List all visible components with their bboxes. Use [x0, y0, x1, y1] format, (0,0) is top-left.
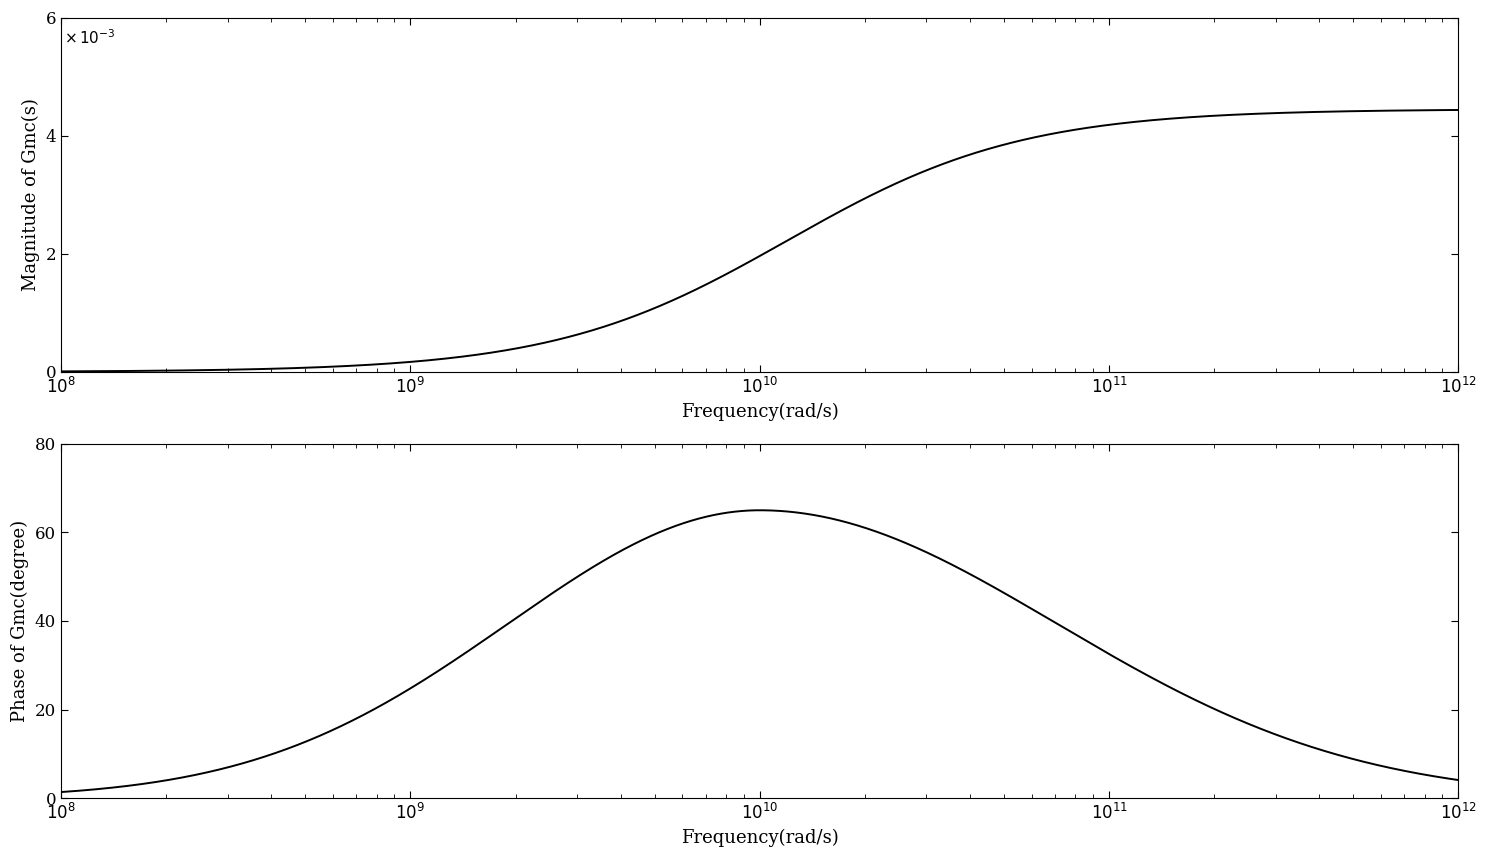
- X-axis label: Frequency(rad/s): Frequency(rad/s): [682, 829, 839, 847]
- Y-axis label: Phase of Gmc(degree): Phase of Gmc(degree): [10, 520, 30, 722]
- Text: $\times\,10^{-3}$: $\times\,10^{-3}$: [64, 28, 116, 47]
- X-axis label: Frequency(rad/s): Frequency(rad/s): [682, 402, 839, 420]
- Y-axis label: Magnitude of Gmc(s): Magnitude of Gmc(s): [22, 99, 40, 291]
